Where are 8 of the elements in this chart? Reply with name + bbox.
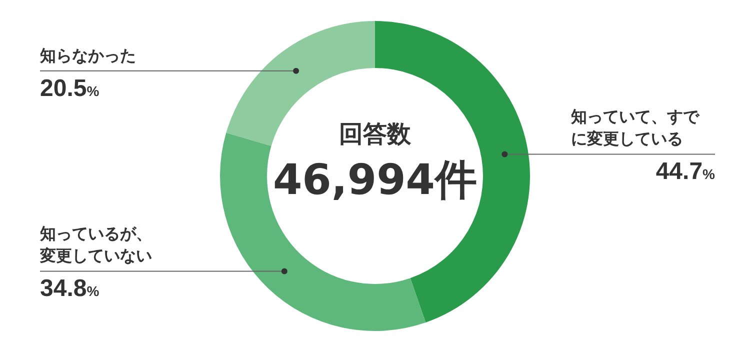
text: 回答数 — [339, 120, 411, 148]
data-label: 44.7% — [656, 158, 715, 186]
slice-label: 知らなかった — [40, 44, 136, 67]
slice-label: 知っているが、変更していない — [40, 223, 153, 268]
data-label: 34.8% — [40, 275, 100, 304]
data-label: 20.5% — [40, 74, 100, 103]
text: 46,994件 — [272, 155, 478, 204]
slice-label: 知っていて、すでに変更している — [571, 106, 701, 150]
